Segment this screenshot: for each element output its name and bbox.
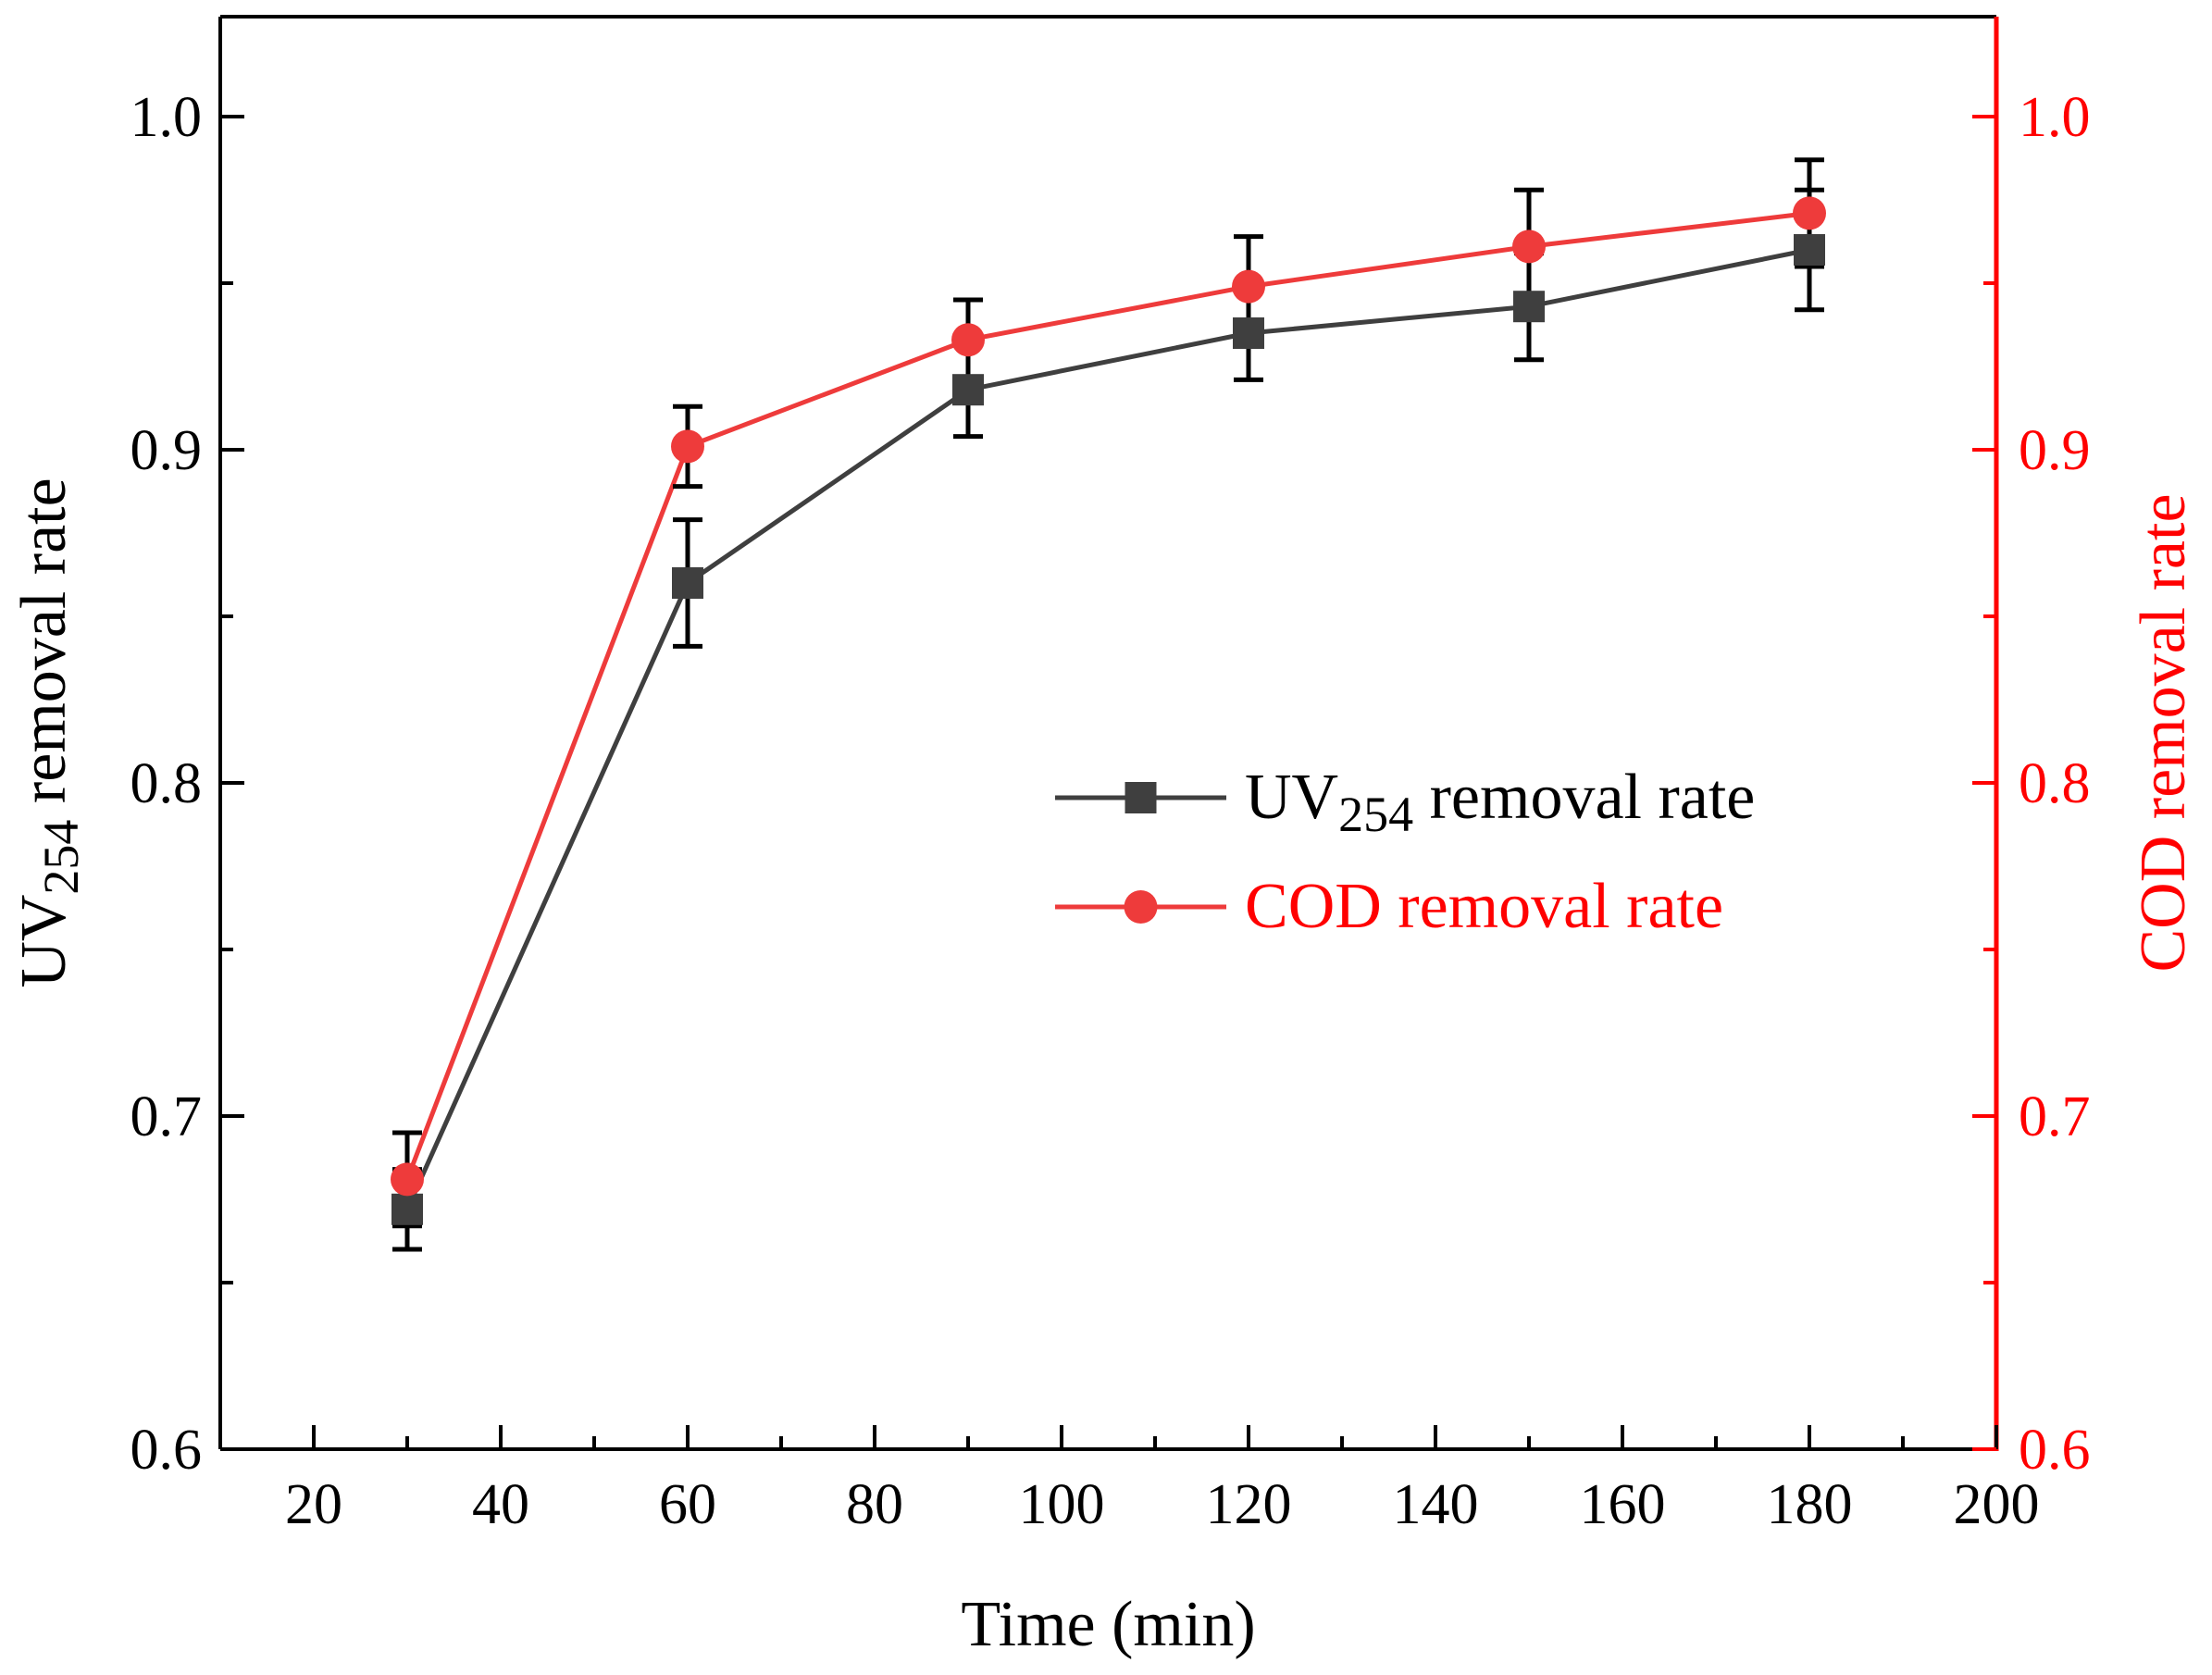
x-tick-label: 140	[1393, 1473, 1479, 1536]
y-left-tick-label: 0.7	[130, 1086, 203, 1148]
data-point-circle	[1232, 269, 1265, 304]
legend-label: UV254 removal rate	[1245, 762, 1755, 842]
data-point-square	[391, 1193, 423, 1225]
x-tick-label: 20	[285, 1473, 342, 1536]
legend-marker-square	[1125, 782, 1157, 813]
series-group	[391, 157, 1826, 1252]
y-right-tick-label: 0.9	[2019, 419, 2091, 482]
x-tick-label: 80	[846, 1473, 903, 1536]
y-right-tick-label: 0.7	[2019, 1086, 2091, 1148]
y-left-tick-label: 1.0	[130, 86, 203, 149]
y-right-tick-label: 0.8	[2019, 752, 2091, 815]
y-axis-right-title: COD removal rate	[2128, 493, 2199, 972]
y-axis-left-title: UV254 removal rate	[8, 478, 89, 987]
x-tick-label: 40	[472, 1473, 529, 1536]
series-line-left	[404, 247, 1810, 1210]
data-point-square	[1794, 234, 1825, 266]
legend: UV254 removal rate COD removal rate	[1055, 762, 1755, 942]
data-point-circle	[951, 323, 985, 357]
data-point-square	[1233, 317, 1264, 349]
y-right-tick-label: 0.6	[2019, 1419, 2091, 1482]
data-point-circle	[391, 1162, 424, 1197]
data-point-circle	[1512, 230, 1546, 264]
x-tick-label: 160	[1580, 1473, 1666, 1536]
x-axis-title: Time (min)	[961, 1589, 1255, 1660]
y-right-tick-label: 1.0	[2019, 86, 2091, 149]
data-point-circle	[1793, 196, 1826, 230]
data-point-square	[1513, 291, 1545, 323]
series-line-right	[404, 210, 1810, 1181]
data-point-circle	[671, 429, 704, 464]
x-tick-label: 60	[659, 1473, 716, 1536]
x-tick-label: 200	[1954, 1473, 2040, 1536]
x-tick-label: 120	[1206, 1473, 1292, 1536]
y-left-tick-label: 0.6	[130, 1419, 203, 1482]
y-left-tick-label: 0.9	[130, 419, 203, 482]
y-left-tick-label: 0.8	[130, 752, 203, 815]
legend-marker-circle	[1124, 890, 1158, 924]
data-point-square	[672, 567, 703, 599]
x-tick-label: 100	[1019, 1473, 1105, 1536]
x-tick-label: 180	[1767, 1473, 1853, 1536]
data-point-square	[952, 374, 984, 406]
legend-label: COD removal rate	[1245, 871, 1723, 942]
axes-group: 20 40 60 80 100 120 140 160 180 2000.60.70.80.91.…	[8, 15, 2199, 1660]
